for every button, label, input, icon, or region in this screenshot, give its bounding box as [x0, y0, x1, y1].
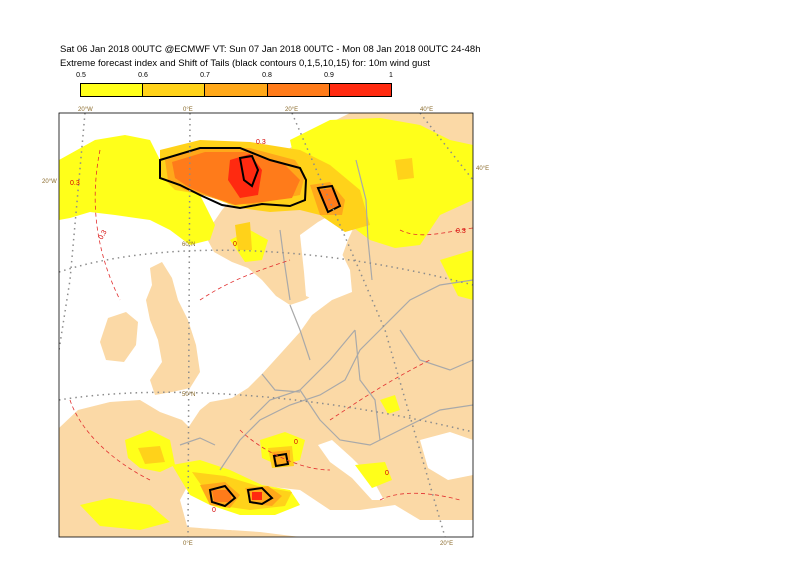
lon-label-right: 40°E: [476, 166, 489, 172]
efi-area: [228, 154, 262, 198]
graticule-line: [291, 113, 446, 537]
map-layers: [59, 113, 473, 537]
contour-value-label: 0: [294, 439, 298, 446]
dashed-contour: [379, 492, 461, 501]
legend-label: 0.6: [138, 72, 148, 79]
border-line: [179, 437, 216, 446]
dashed-contour: [239, 429, 331, 471]
legend-swatch-0.6-0.7: [143, 84, 206, 96]
graticule-line: [59, 391, 473, 433]
lon-label-bottom: 0°E: [183, 541, 193, 547]
country-borders: [179, 159, 473, 471]
sot-contour: [238, 154, 260, 188]
border-line: [289, 304, 311, 361]
lon-label-top: 0°E: [183, 107, 193, 113]
efi-color-legend: 0.5 0.6 0.7 0.8 0.9 1: [76, 72, 393, 98]
graticule: [59, 113, 473, 537]
efi-dashed-contours: [69, 149, 473, 501]
border-line: [219, 279, 473, 471]
border-line: [399, 329, 473, 371]
legend-swatch-0.8-0.9: [267, 84, 330, 96]
contour-value-label: 0: [233, 241, 237, 248]
dashed-contour: [199, 259, 291, 301]
dashed-contour: [94, 149, 121, 301]
sot-contour: [316, 184, 342, 214]
sot-contour: [159, 147, 308, 210]
efi-area: [138, 446, 165, 464]
efi-zone-0.9: [228, 154, 262, 500]
efi-area: [355, 462, 392, 488]
sot-contour: [246, 486, 274, 506]
dashed-contour: [69, 399, 151, 481]
map-frame: [58, 112, 474, 538]
land-ireland: [100, 312, 138, 362]
legend-label: 0.5: [76, 72, 86, 79]
contour-value-label: 0: [212, 507, 216, 514]
border-line: [299, 389, 473, 446]
contour-value-label: 0.3: [70, 180, 80, 187]
legend-swatch-0.9-1: [329, 84, 392, 96]
land-continent: [180, 170, 473, 537]
contour-value-label: 0.3: [98, 229, 109, 241]
border-line: [279, 229, 291, 301]
efi-area: [252, 492, 262, 500]
border-line: [261, 373, 301, 393]
sot-contours: [159, 147, 342, 508]
adriatic-sea: [318, 440, 384, 500]
lon-label-top: 40°E: [420, 107, 433, 113]
legend-color-bar: [80, 83, 392, 97]
legend-label: 1: [389, 72, 393, 79]
chart-title-line1: Sat 06 Jan 2018 00UTC @ECMWF VT: Sun 07 …: [60, 44, 481, 55]
lat-label-inner: 60°N: [182, 242, 195, 248]
border-line: [355, 159, 373, 281]
lat-label-inner: 50°N: [182, 392, 195, 398]
black-sea: [420, 432, 473, 480]
legend-label: 0.7: [200, 72, 210, 79]
efi-area: [440, 250, 473, 300]
legend-swatch-0.7-0.8: [205, 84, 268, 96]
contour-value-label: 0.3: [256, 139, 266, 146]
efi-area: [59, 135, 215, 245]
lon-label-bottom: 20°E: [440, 541, 453, 547]
lon-label-top: 20°E: [285, 107, 298, 113]
graticule-line: [187, 113, 191, 537]
sot-contour: [208, 484, 237, 508]
graticule-line: [59, 113, 86, 351]
efi-area: [245, 486, 282, 506]
lon-label-left: 20°W: [42, 179, 57, 185]
contour-value-label: 0: [385, 470, 389, 477]
efi-area: [395, 158, 414, 180]
efi-area: [380, 395, 400, 414]
chart-title-line2: Extreme forecast index and Shift of Tail…: [60, 58, 430, 69]
land-great-britain: [146, 262, 200, 395]
efi-area: [80, 498, 170, 530]
sot-contour: [272, 452, 290, 468]
legend-label: 0.8: [262, 72, 272, 79]
efi-area: [212, 490, 232, 502]
legend-label: 0.9: [324, 72, 334, 79]
efi-area: [235, 222, 252, 250]
lon-label-top: 20°W: [78, 107, 93, 113]
contour-value-label: 0.3: [456, 228, 466, 235]
dashed-contour: [399, 227, 473, 236]
border-line: [354, 329, 381, 441]
legend-swatch-0.5-0.6: [81, 84, 144, 96]
